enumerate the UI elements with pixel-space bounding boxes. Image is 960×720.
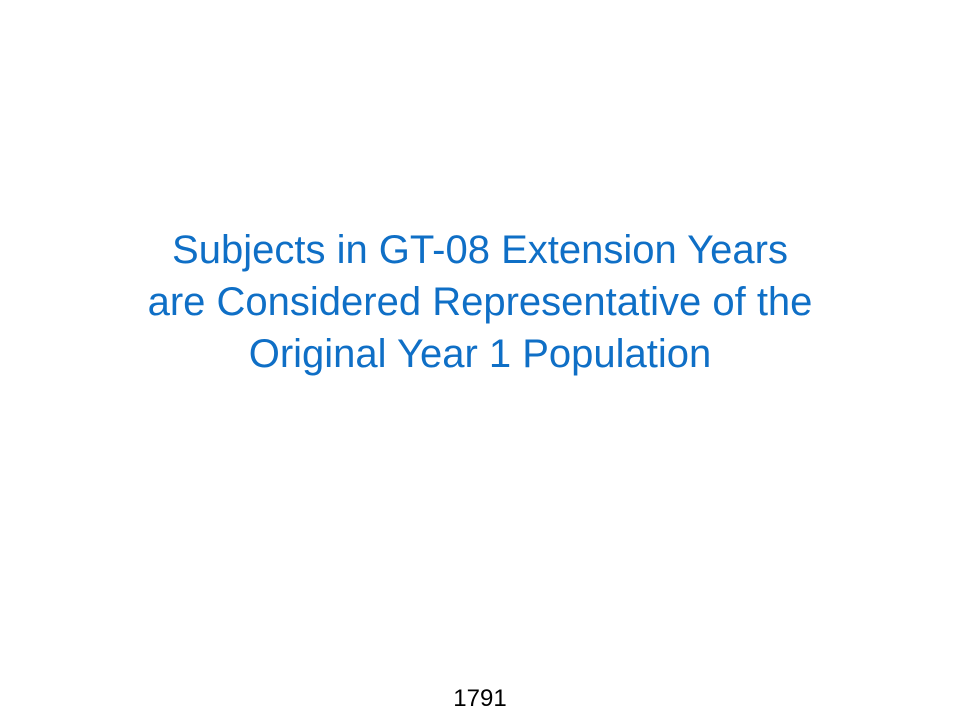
slide-title-line-2: are Considered Representative of the xyxy=(147,280,813,324)
slide-title-line-3: Original Year 1 Population xyxy=(248,332,712,376)
page-number: 1791 xyxy=(453,685,507,712)
slide-title-line-1: Subjects in GT-08 Extension Years xyxy=(172,228,788,272)
slide-title: Subjects in GT-08 Extension Years are Co… xyxy=(40,224,920,380)
